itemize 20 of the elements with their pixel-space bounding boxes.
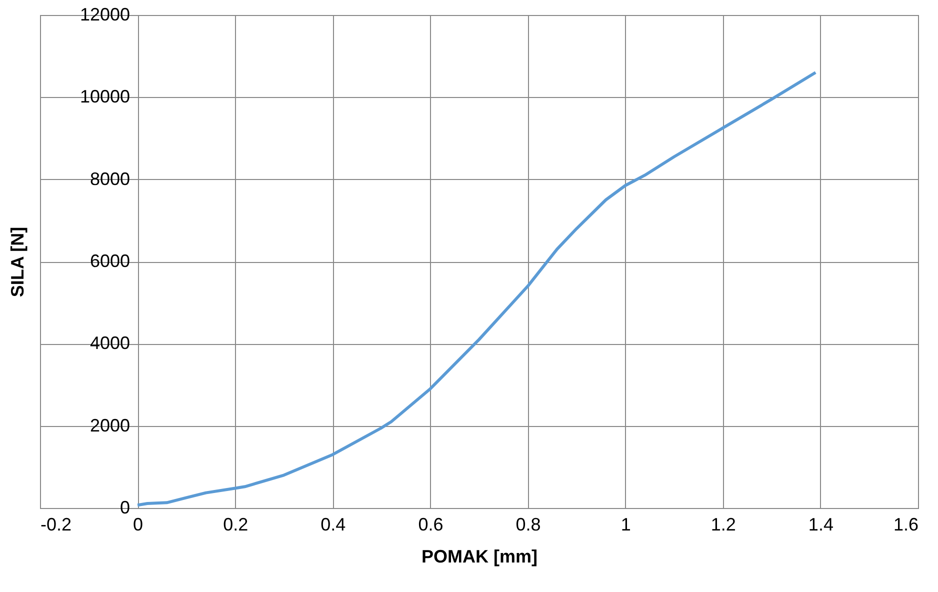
y-tick-label: 0 [120, 498, 130, 518]
y-tick-label: 4000 [90, 333, 130, 354]
x-tick-label: 0.8 [516, 514, 541, 534]
x-tick-label: 0.6 [418, 514, 444, 534]
x-tick-label: -0.2 [40, 514, 72, 534]
x-tick-label: 0.4 [320, 514, 346, 534]
x-axis-title: POMAK [mm] [422, 546, 538, 566]
x-tick-label: 1 [620, 514, 631, 534]
line-series [136, 71, 818, 507]
x-tick-label: 0.2 [223, 514, 248, 534]
x-tick-label: 1.2 [710, 514, 736, 534]
y-tick-label: 12000 [80, 4, 130, 24]
x-tick-label: 1.6 [893, 514, 918, 534]
x-tick-label: 1.4 [808, 514, 834, 534]
y-tick-label: 8000 [90, 168, 130, 189]
y-axis-title: SILA [N] [8, 226, 28, 298]
y-tick-label: 10000 [80, 86, 130, 107]
y-tick-label: 2000 [90, 415, 130, 436]
x-tick-label: 0 [133, 514, 144, 534]
y-tick-label: 6000 [90, 251, 130, 271]
